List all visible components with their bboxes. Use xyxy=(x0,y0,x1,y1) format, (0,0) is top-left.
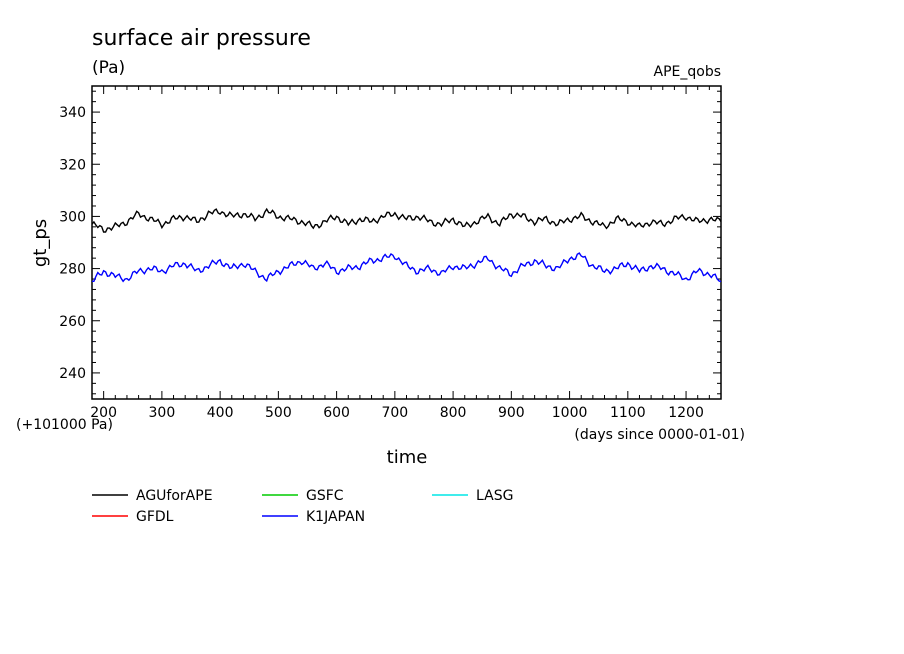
x-tick-label: 1100 xyxy=(610,405,646,421)
y-tick-label: 300 xyxy=(59,209,86,225)
x-axis-label: time xyxy=(387,447,428,468)
y-tick-label: 280 xyxy=(59,262,86,278)
legend-label-lasg: LASG xyxy=(476,488,513,504)
chart-title: surface air pressure xyxy=(92,26,311,51)
x-tick-label: 400 xyxy=(207,405,234,421)
chart-units: (Pa) xyxy=(92,58,125,78)
legend-label-gfdl: GFDL xyxy=(136,509,174,525)
y-tick-label: 260 xyxy=(59,314,86,330)
legend: AGUforAPE GFDL GSFC K1JAPAN LASG xyxy=(92,488,513,525)
series-line-aguforape xyxy=(91,207,722,233)
y-tick-label: 240 xyxy=(59,366,86,382)
experiment-label: APE_qobs xyxy=(654,64,722,80)
plot-frame xyxy=(91,85,722,400)
y-offset-label: (+101000 Pa) xyxy=(16,417,113,433)
x-tick-label: 200 xyxy=(90,405,117,421)
x-tick-label: 1000 xyxy=(552,405,588,421)
x-tick-label: 700 xyxy=(381,405,408,421)
x-tick-label: 900 xyxy=(498,405,525,421)
x-tick-label: 1200 xyxy=(668,405,704,421)
x-tick-label: 800 xyxy=(440,405,467,421)
x-tick-label: 500 xyxy=(265,405,292,421)
legend-label-aguforape: AGUforAPE xyxy=(136,488,213,504)
legend-label-k1japan: K1JAPAN xyxy=(306,509,365,525)
x-tick-label: 300 xyxy=(149,405,176,421)
x-tick-label: 600 xyxy=(323,405,350,421)
series-line-k1japan xyxy=(92,252,722,283)
plot-area: 200 300 400 500 600 700 800 900 1000 1100 1200 240 2… xyxy=(59,85,722,421)
y-tick-label: 320 xyxy=(59,157,86,173)
x-units-label: (days since 0000-01-01) xyxy=(574,427,745,443)
y-axis-label: gt_ps xyxy=(30,219,51,267)
legend-label-gsfc: GSFC xyxy=(306,488,344,504)
y-tick-label: 340 xyxy=(59,105,86,121)
